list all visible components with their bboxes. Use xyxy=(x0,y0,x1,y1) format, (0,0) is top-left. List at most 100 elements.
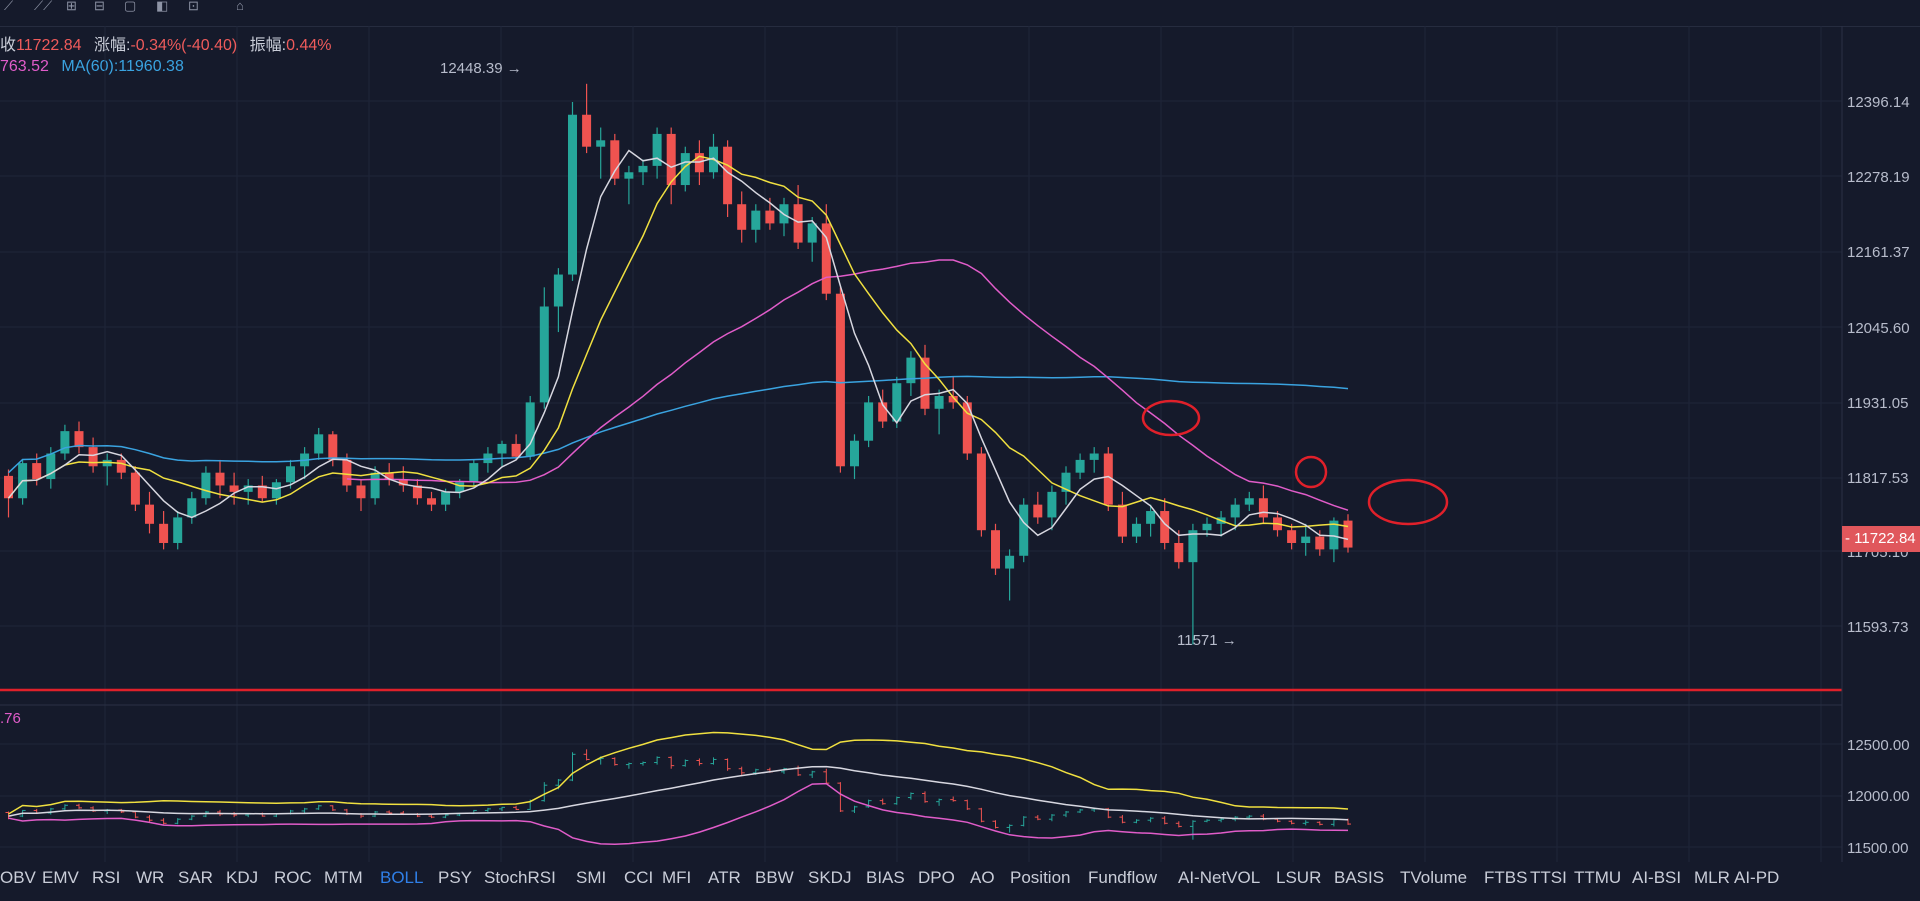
ma-info-line: 763.52 MA(60):11960.38 xyxy=(0,58,184,76)
indicator-tab-bbw[interactable]: BBW xyxy=(755,868,794,887)
close-value: 11722.84 xyxy=(16,37,82,54)
ruler-icon[interactable]: ⊟ xyxy=(94,0,105,13)
indicator-tab-ai-netvol[interactable]: AI-NetVOL xyxy=(1178,868,1261,887)
drawing-toolbar: ⟋ ⟋⟋ ⊞ ⊟ ▢ ◧ ⊡ ⌂ xyxy=(0,0,1920,27)
indicator-tab-rsi[interactable]: RSI xyxy=(92,868,121,887)
indicator-tab-skdj[interactable]: SKDJ xyxy=(808,868,852,887)
candle-body xyxy=(469,463,479,483)
candle-body xyxy=(145,504,154,524)
candle-body xyxy=(991,530,1000,569)
indicator-tab-smi[interactable]: SMI xyxy=(576,868,607,887)
candle-body xyxy=(215,472,225,486)
candle-body xyxy=(525,402,535,457)
candle-body xyxy=(948,395,958,403)
indicator-tab-kdj[interactable]: KDJ xyxy=(226,868,259,887)
indicator-tab-atr[interactable]: ATR xyxy=(708,868,741,887)
trash-icon[interactable]: ⌂ xyxy=(236,0,244,13)
candle-body xyxy=(314,434,324,454)
layout-icon[interactable]: ⊡ xyxy=(188,0,199,13)
candle-body xyxy=(384,472,394,480)
candle-body xyxy=(1103,453,1113,505)
boll-middle-line xyxy=(8,765,1349,821)
candle-body xyxy=(116,459,126,473)
boll-axis-label: 12500.00 xyxy=(1847,737,1910,754)
ma30-value: 763.52 xyxy=(0,58,49,75)
multi-line-icon[interactable]: ⟋⟋ xyxy=(34,0,53,13)
candle-body xyxy=(412,485,422,499)
indicator-tab-position[interactable]: Position xyxy=(1010,868,1071,887)
candle-body xyxy=(32,463,42,480)
indicator-tab-obv[interactable]: OBV xyxy=(0,868,36,887)
ma60-line xyxy=(7,375,1349,474)
candle-body xyxy=(1019,504,1029,556)
candle-body xyxy=(257,485,267,499)
ma30-line xyxy=(346,259,1349,511)
candle-body xyxy=(906,357,916,384)
indicator-tab-bias[interactable]: BIAS xyxy=(866,868,905,887)
candle-body xyxy=(1244,498,1254,505)
indicator-tab-lsur[interactable]: LSUR xyxy=(1276,868,1322,887)
candle-body xyxy=(553,274,563,307)
boll-value-label: .76 xyxy=(0,710,21,727)
frame-icon[interactable]: ▢ xyxy=(124,0,137,13)
candle-body xyxy=(1089,453,1099,460)
indicator-tab-cci[interactable]: CCI xyxy=(624,868,654,887)
indicator-tab-ao[interactable]: AO xyxy=(970,868,995,887)
candle-body xyxy=(976,453,986,531)
boll-candle-group xyxy=(5,749,1351,840)
boll-axis-label: 11500.00 xyxy=(1847,840,1908,857)
indicator-tab-basis[interactable]: BASIS xyxy=(1334,868,1385,887)
price-axis-labels: 12396.14 12278.19 12161.37 12045.60 11931.05… xyxy=(1847,94,1910,636)
pen-icon[interactable]: ⟋ xyxy=(4,0,14,13)
candle-body xyxy=(737,204,747,230)
indicator-tab-ftbs[interactable]: FTBS xyxy=(1484,868,1528,887)
candle-body xyxy=(596,140,606,147)
indicator-tab-mtm[interactable]: MTM xyxy=(324,868,363,887)
indicator-tab-ai-pd[interactable]: AI-PD xyxy=(1734,868,1780,887)
candle-body xyxy=(286,466,295,483)
indicator-tab-emv[interactable]: EMV xyxy=(42,868,79,887)
measure-icon[interactable]: ⊞ xyxy=(66,0,77,13)
boll-upper-line xyxy=(8,731,1349,815)
boll-lower-line xyxy=(8,782,1349,845)
ma10-line xyxy=(7,155,1349,528)
amplitude-label: 振幅: xyxy=(249,37,287,54)
candle-body xyxy=(483,453,493,464)
boll-axis-labels: 12500.00 12000.00 11500.00 xyxy=(1847,737,1910,857)
indicator-tab-wr[interactable]: WR xyxy=(136,868,165,887)
ma60-value: 11960.38 xyxy=(118,58,184,75)
candle-body xyxy=(511,443,521,457)
indicator-tab-mfi[interactable]: MFI xyxy=(662,868,692,887)
candle-body xyxy=(680,153,690,186)
price-axis-label: 12045.60 xyxy=(1847,320,1910,337)
candle-body xyxy=(455,482,465,492)
candle-body xyxy=(187,498,197,518)
candle-body xyxy=(74,431,84,448)
indicator-tab-boll[interactable]: BOLL xyxy=(380,868,424,887)
indicator-tab-fundflow[interactable]: Fundflow xyxy=(1088,868,1157,887)
candle-body xyxy=(1343,520,1353,548)
low-annotation: 11571 → xyxy=(1177,632,1237,649)
candle-body xyxy=(892,383,902,422)
boll-axis-label: 12000.00 xyxy=(1847,788,1910,805)
candle-body xyxy=(130,472,140,505)
candle-group xyxy=(4,83,1353,645)
indicator-tab-ttmu[interactable]: TTMU xyxy=(1574,868,1622,887)
candle-body xyxy=(568,114,577,275)
candle-body xyxy=(46,453,56,480)
indicator-tab-roc[interactable]: ROC xyxy=(274,868,312,887)
indicator-tab-ai-bsi[interactable]: AI-BSI xyxy=(1632,868,1682,887)
indicator-tab-mlr[interactable]: MLR xyxy=(1694,868,1730,887)
indicator-tab-psy[interactable]: PSY xyxy=(438,868,473,887)
candle-body xyxy=(610,140,620,179)
indicator-tab-tvolume[interactable]: TVolume xyxy=(1400,868,1468,887)
candle-body xyxy=(342,459,352,486)
ma5-line xyxy=(7,149,1349,541)
indicator-tab-sar[interactable]: SAR xyxy=(178,868,213,887)
indicator-tab-ttsi[interactable]: TTSI xyxy=(1530,868,1567,887)
indicator-tab-stochrsi[interactable]: StochRSI xyxy=(484,868,556,887)
bookmark-icon[interactable]: ◧ xyxy=(156,0,169,13)
ma-line-group xyxy=(7,149,1349,541)
indicator-tab-dpo[interactable]: DPO xyxy=(918,868,955,887)
